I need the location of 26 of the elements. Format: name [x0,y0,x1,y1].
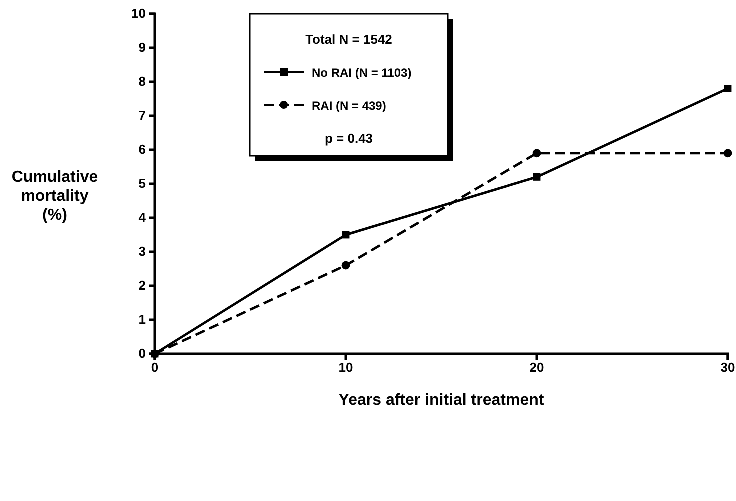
point [724,149,732,158]
y-tick-label: 6 [138,142,146,158]
y-tick-label: 4 [138,210,147,226]
y-axis-title: Cumulative mortality (%) [12,169,98,224]
point [532,149,542,158]
x-tick-label: 0 [151,360,159,376]
point [724,85,732,93]
x-tick-label: 20 [530,360,544,376]
y-tick-label: 5 [138,176,146,192]
y-tick-label: 1 [138,312,146,328]
y-tick-label: 10 [132,6,146,22]
x-tick-label: 30 [720,360,736,376]
y-tick-label: 3 [138,244,146,260]
point [533,173,541,181]
y-tick-label: 7 [138,108,146,124]
x-tick-label: 10 [338,360,354,376]
legend-label: RAI (N = 439) [312,99,386,113]
y-tick-label: 9 [138,40,146,56]
y-tick-label: 0 [138,346,146,362]
x-axis-title: Years after initial treatment [338,392,545,409]
annotation: p = 0.43 [324,131,374,146]
y-tick-label: 8 [138,74,146,90]
legend-title: Total N = 1542 [306,32,392,47]
legend-label: No RAI (N = 1103) [312,66,412,80]
point [342,261,350,270]
y-tick-label: 2 [138,278,146,294]
